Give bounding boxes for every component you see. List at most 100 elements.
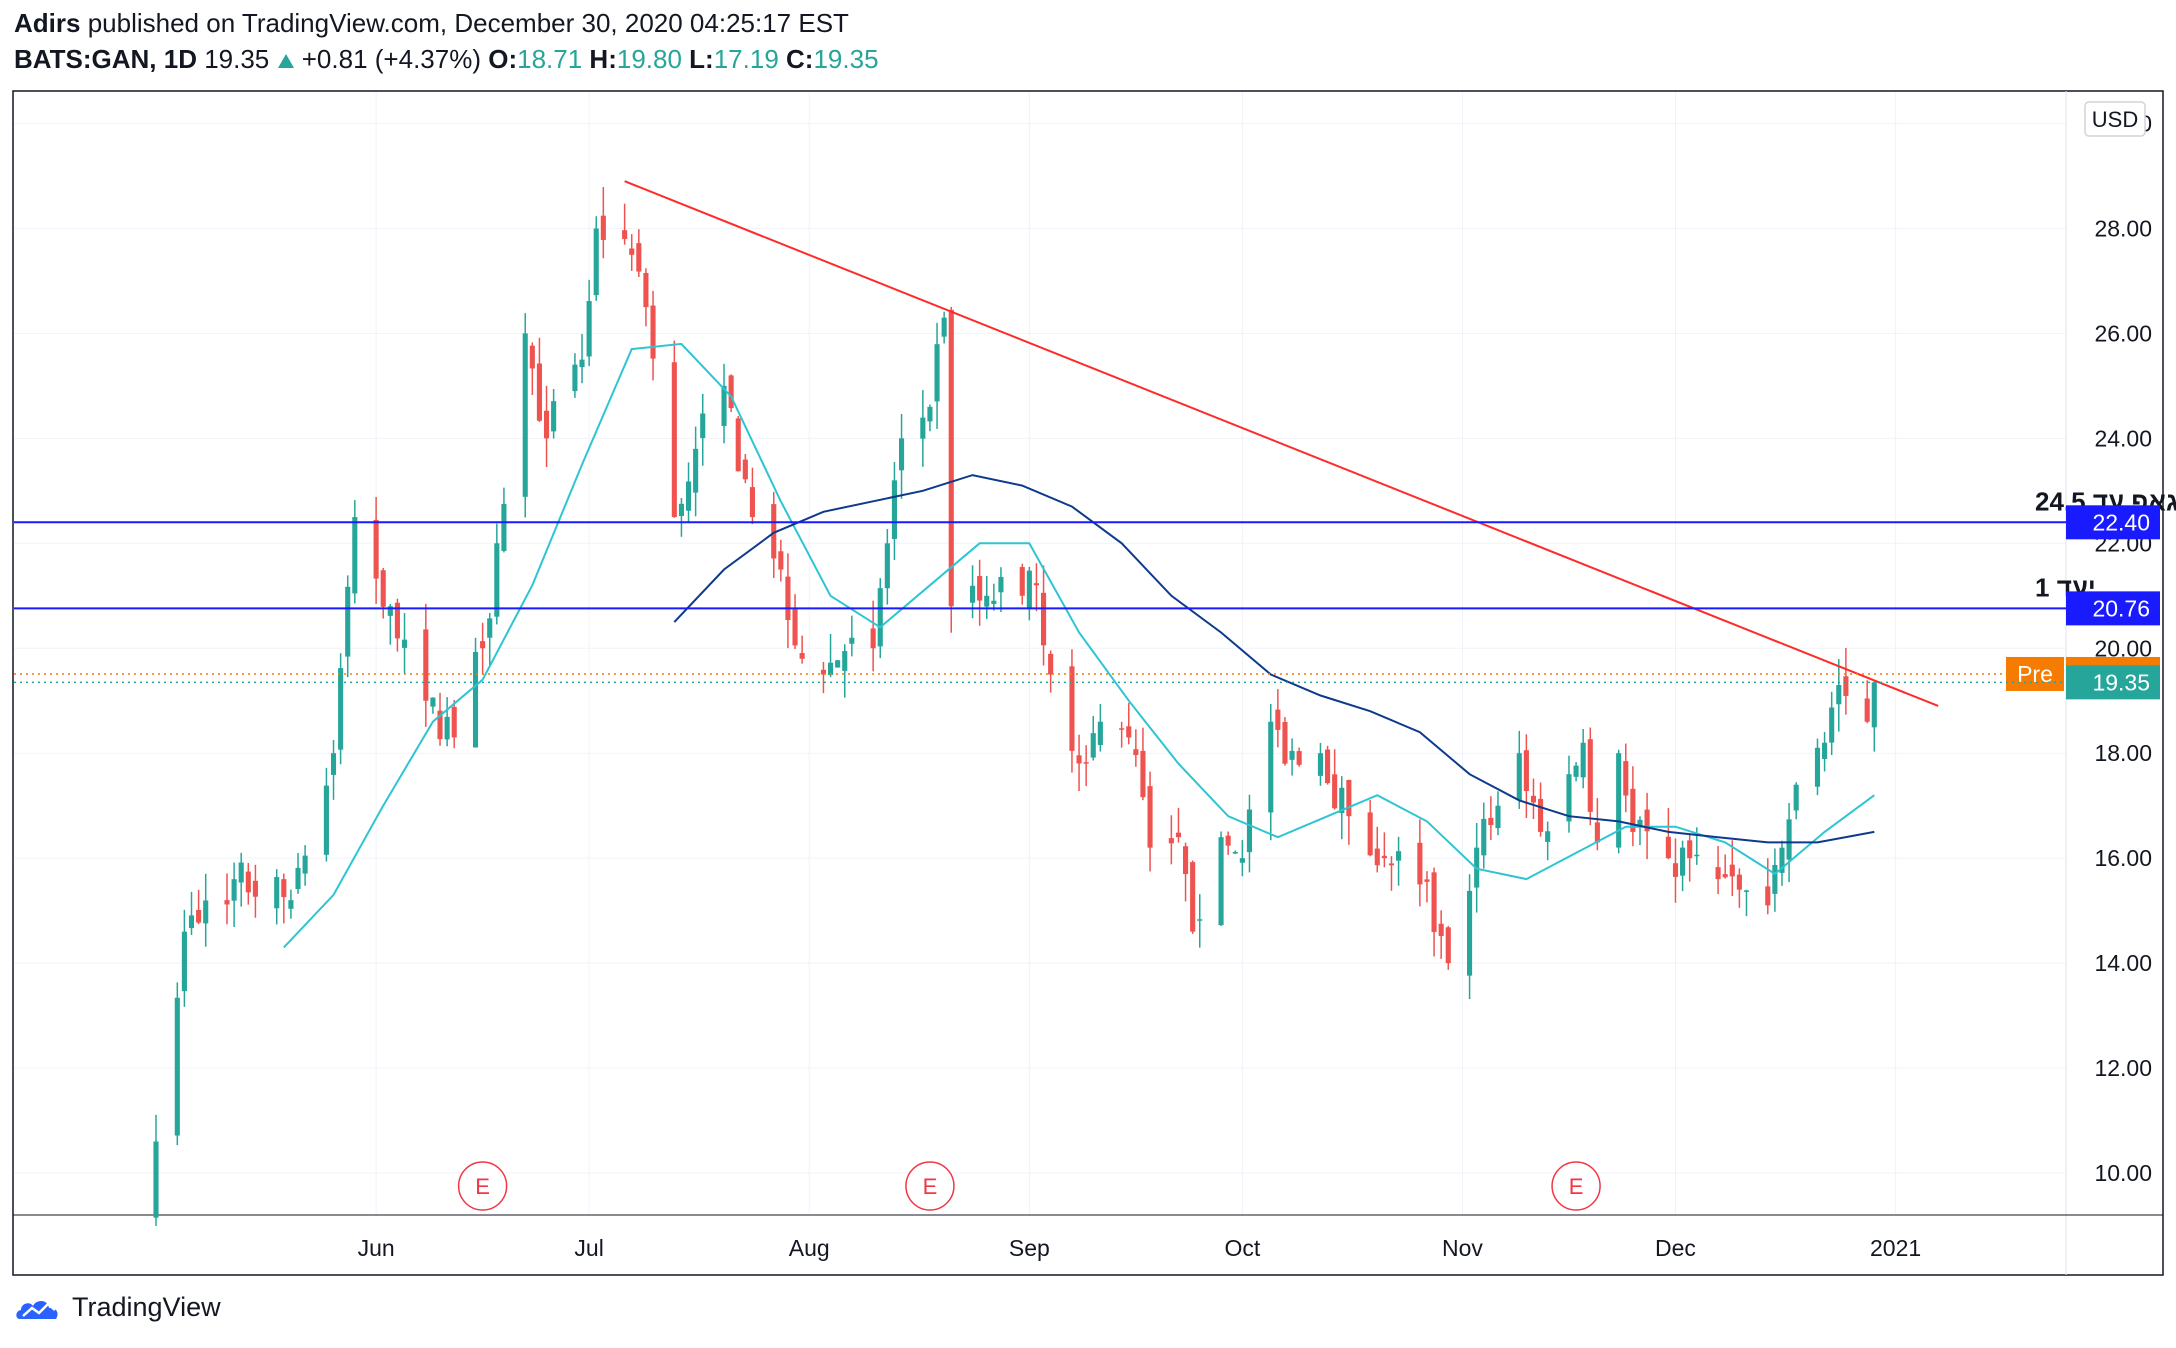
candle-body (1793, 784, 1799, 811)
candle-body (842, 651, 848, 671)
candle-body (742, 459, 748, 480)
candle-body (600, 215, 606, 240)
candle-body (1836, 684, 1842, 705)
low-value: 17.19 (713, 44, 779, 74)
x-tick-label: Aug (789, 1235, 830, 1261)
candle-body (884, 543, 890, 589)
candle-body (387, 606, 393, 616)
candle-body (1424, 879, 1430, 882)
candle-body (941, 317, 947, 337)
candle-body (281, 879, 287, 898)
candle-body (799, 653, 805, 659)
candle-body (572, 364, 578, 392)
candle-body (224, 900, 230, 905)
candle-body (898, 438, 905, 471)
candle-body (1438, 923, 1444, 936)
candle-body (1481, 818, 1487, 856)
earnings-marker-label: E (923, 1174, 938, 1199)
price-tag-label: 22.40 (2092, 509, 2150, 535)
x-tick-label: Jun (358, 1235, 395, 1261)
candle-body (678, 503, 684, 516)
candle-body (536, 363, 542, 421)
candle-body (1488, 817, 1494, 826)
candle-body (1140, 750, 1146, 798)
candle-body (323, 785, 329, 855)
pre-tag (2006, 656, 2064, 691)
candle-body (1467, 890, 1473, 976)
y-tick-label: 20.00 (2094, 635, 2152, 661)
candle-body (849, 637, 855, 644)
candle-body (1083, 762, 1089, 764)
candle-body (749, 487, 755, 518)
pre-tag-label: Pre (2017, 661, 2053, 687)
symbol-info: BATS:GAN, 1D 19.35 +0.81 (+4.37%) O:18.7… (14, 44, 879, 75)
candle-body (969, 585, 976, 603)
candle-body (1814, 747, 1821, 787)
tradingview-footer[interactable]: TradingView (14, 1292, 221, 1323)
price-tag (2066, 505, 2160, 540)
candle-body (1736, 874, 1742, 890)
low-label: L: (689, 44, 714, 74)
candle-body (1687, 840, 1693, 859)
candle-body (877, 588, 883, 647)
candle-body (1119, 728, 1125, 730)
price-tag (2066, 665, 2160, 700)
candle-body (203, 900, 209, 924)
x-tick-label: Oct (1224, 1235, 1260, 1261)
candle-body (401, 639, 408, 648)
candle-body (1672, 863, 1679, 877)
candle-body (444, 716, 450, 740)
candle-body (274, 877, 280, 909)
candle-body (1282, 721, 1288, 764)
change-value: +0.81 (+4.37%) (301, 44, 481, 74)
candle-body (1197, 919, 1203, 921)
candle-body (1644, 809, 1650, 832)
y-tick-label: 12.00 (2094, 1055, 2152, 1081)
symbol-label: BATS:GAN, 1D (14, 44, 197, 74)
candle-body (927, 406, 933, 422)
candle-body (1829, 707, 1835, 743)
y-tick-label: 10.00 (2094, 1160, 2152, 1186)
earnings-marker (1551, 1161, 1601, 1211)
candle-body (1523, 750, 1529, 792)
price-tag-label: 19.35 (2092, 669, 2150, 695)
candle-body (1126, 726, 1132, 738)
candle-body (1623, 761, 1629, 796)
y-tick-label: 26.00 (2094, 320, 2152, 346)
candle-body (288, 900, 294, 909)
candle-body (1694, 854, 1700, 857)
last-price: 19.35 (204, 44, 270, 74)
high-label: H: (589, 44, 617, 74)
candle-body (302, 855, 308, 874)
y-tick-label: 16.00 (2094, 845, 2152, 871)
candle-body (1822, 742, 1828, 759)
candle-body (1765, 886, 1771, 906)
close-label: C: (786, 44, 814, 74)
candle-body (252, 880, 258, 897)
candle-body (984, 595, 990, 607)
candle-body (593, 228, 599, 296)
candle-body (721, 385, 727, 426)
candle-body (693, 448, 699, 493)
candle-body (1190, 862, 1196, 932)
candle-body (543, 410, 550, 439)
candle-body (998, 576, 1004, 593)
candle-body (380, 570, 386, 607)
price-tag (2066, 591, 2160, 626)
candle-body (1225, 835, 1231, 846)
x-tick-label: Sep (1009, 1235, 1050, 1261)
earnings-marker (457, 1161, 508, 1211)
trendline (624, 180, 1939, 707)
candle-body (1183, 846, 1189, 875)
tradingview-cloud-icon (16, 1300, 58, 1319)
candle-body (1325, 749, 1331, 784)
candle-body (1317, 753, 1324, 776)
candle-body (1381, 855, 1387, 859)
candle-body (494, 543, 500, 617)
candle-body (1275, 709, 1281, 730)
candle-body (1239, 858, 1245, 863)
x-tick-label: Dec (1655, 1235, 1696, 1261)
candle-body (579, 359, 585, 368)
currency-box (2084, 101, 2146, 137)
